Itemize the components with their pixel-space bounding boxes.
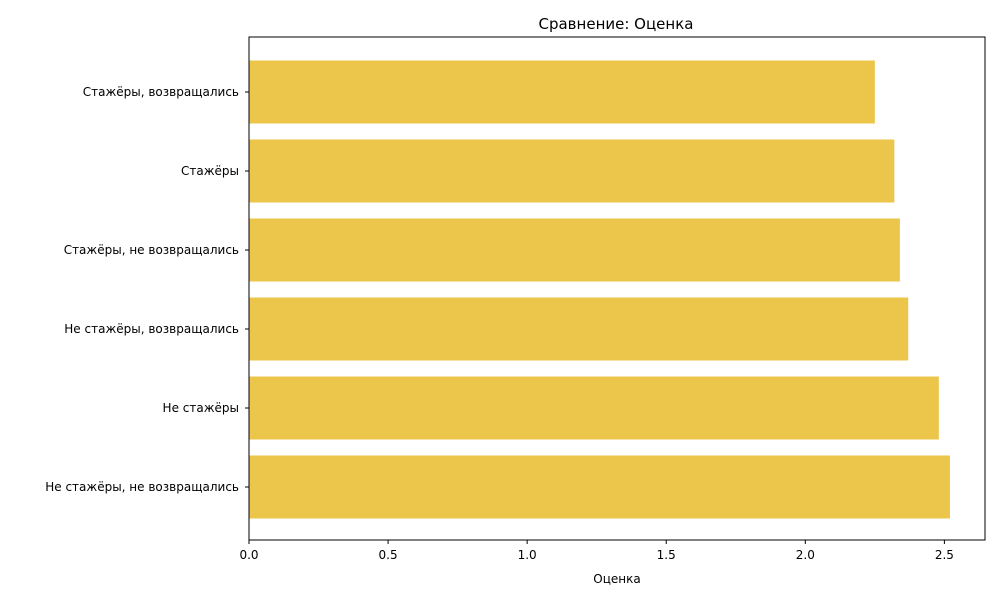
y-tick-label: Стажёры bbox=[181, 164, 239, 178]
y-tick-label: Не стажёры bbox=[163, 401, 239, 415]
x-tick-label: 0.5 bbox=[379, 548, 398, 562]
x-tick-label: 0.0 bbox=[239, 548, 258, 562]
plot-frame bbox=[248, 36, 986, 541]
bar bbox=[249, 455, 950, 519]
x-tick-label: 1.5 bbox=[657, 548, 676, 562]
y-tick-label: Стажёры, не возвращались bbox=[64, 243, 239, 257]
bars-layer bbox=[249, 60, 950, 519]
x-tick-label: 1.0 bbox=[518, 548, 537, 562]
bar bbox=[249, 376, 939, 440]
bar bbox=[249, 297, 909, 361]
x-tick-label: 2.5 bbox=[935, 548, 954, 562]
x-axis-label: Оценка bbox=[593, 572, 640, 586]
bar bbox=[249, 60, 875, 124]
y-tick-label: Не стажёры, возвращались bbox=[64, 322, 239, 336]
bar bbox=[249, 139, 895, 203]
x-axis: 0.0 0.5 1.0 1.5 2.0 2.5 bbox=[239, 540, 954, 562]
y-tick-label: Не стажёры, не возвращались bbox=[45, 480, 239, 494]
y-tick-label: Стажёры, возвращались bbox=[83, 85, 239, 99]
y-axis: Стажёры, возвращались Стажёры Стажёры, не … bbox=[45, 85, 249, 494]
bar bbox=[249, 218, 900, 282]
x-tick-label: 2.0 bbox=[796, 548, 815, 562]
chart-title: Сравнение: Оценка bbox=[539, 15, 694, 33]
